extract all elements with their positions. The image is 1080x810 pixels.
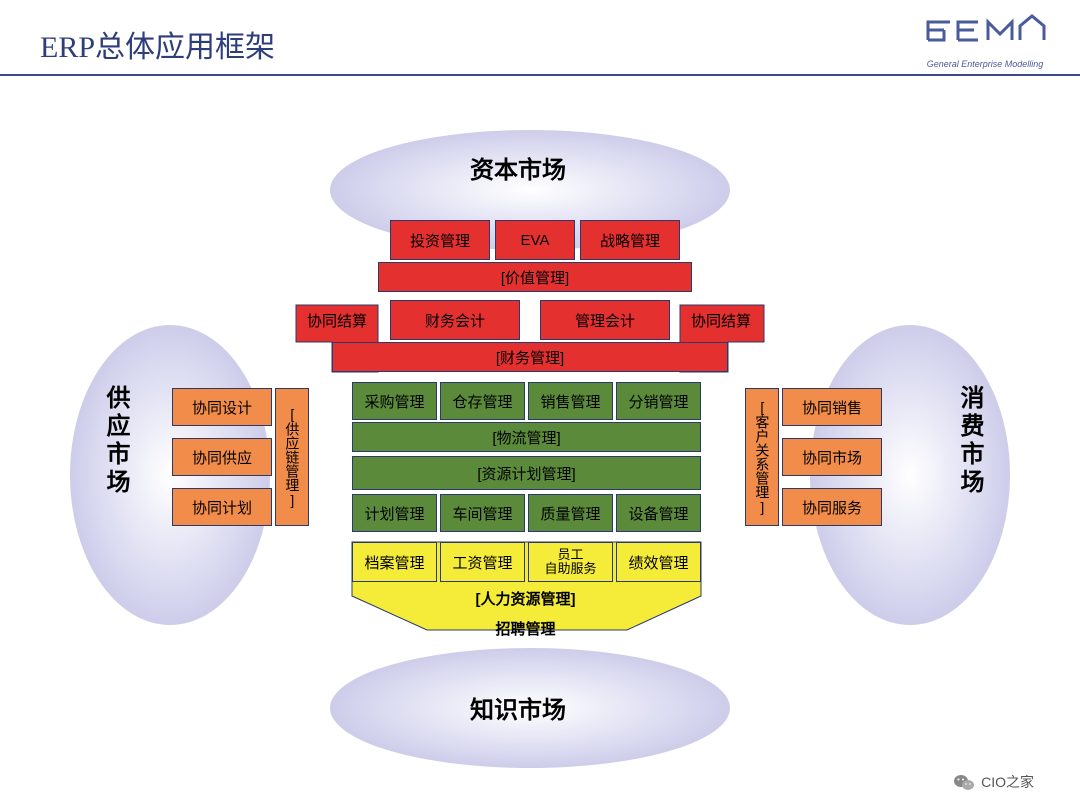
erp-diagram: 资本市场 知识市场 供应市场 消费市场 投资管理EVA战略管理[价值管理]协同结… bbox=[0, 150, 1080, 750]
box-hr-mgmt: [人力资源管理] bbox=[378, 584, 673, 612]
box-co-supply: 协同供应 bbox=[172, 438, 272, 476]
box-crm: [客户关系管理] bbox=[745, 388, 779, 526]
title-underline bbox=[0, 74, 1080, 76]
box-co-sales: 协同销售 bbox=[782, 388, 882, 426]
box-logistics: [物流管理] bbox=[352, 422, 701, 452]
page-title: ERP总体应用框架 bbox=[40, 22, 275, 66]
box-recruit: 招聘管理 bbox=[438, 614, 613, 642]
box-strat-mgmt: 战略管理 bbox=[580, 220, 680, 260]
box-purchase: 采购管理 bbox=[352, 382, 437, 420]
box-inventory: 仓存管理 bbox=[440, 382, 525, 420]
box-mgmt-acct: 管理会计 bbox=[540, 300, 670, 340]
box-fin-mgmt: [财务管理] bbox=[332, 342, 728, 372]
logo-subtitle: General Enterprise Modelling bbox=[920, 59, 1050, 69]
box-co-market: 协同市场 bbox=[782, 438, 882, 476]
gem-logo: General Enterprise Modelling bbox=[920, 10, 1050, 69]
wechat-icon bbox=[953, 773, 975, 791]
box-co-settle-r: 协同结算 bbox=[680, 305, 762, 335]
box-scm: [供应链管理] bbox=[275, 388, 309, 526]
box-inv-mgmt: 投资管理 bbox=[390, 220, 490, 260]
box-co-design: 协同设计 bbox=[172, 388, 272, 426]
box-shop-mgmt: 车间管理 bbox=[440, 494, 525, 532]
box-res-plan: [资源计划管理] bbox=[352, 456, 701, 490]
box-equip-mgmt: 设备管理 bbox=[616, 494, 701, 532]
box-qual-mgmt: 质量管理 bbox=[528, 494, 613, 532]
box-fin-acct: 财务会计 bbox=[390, 300, 520, 340]
box-co-plan: 协同计划 bbox=[172, 488, 272, 526]
footer-text: CIO之家 bbox=[981, 772, 1034, 792]
box-co-service: 协同服务 bbox=[782, 488, 882, 526]
box-co-settle-l: 协同结算 bbox=[296, 305, 378, 335]
footer-brand: CIO之家 bbox=[953, 772, 1034, 792]
box-sales: 销售管理 bbox=[528, 382, 613, 420]
box-eva: EVA bbox=[495, 220, 575, 260]
box-archive: 档案管理 bbox=[352, 542, 437, 582]
box-perf: 绩效管理 bbox=[616, 542, 701, 582]
box-distrib: 分销管理 bbox=[616, 382, 701, 420]
box-payroll: 工资管理 bbox=[440, 542, 525, 582]
box-ess: 员工自助服务 bbox=[528, 542, 613, 582]
box-value-mgmt: [价值管理] bbox=[378, 262, 692, 292]
box-plan-mgmt: 计划管理 bbox=[352, 494, 437, 532]
